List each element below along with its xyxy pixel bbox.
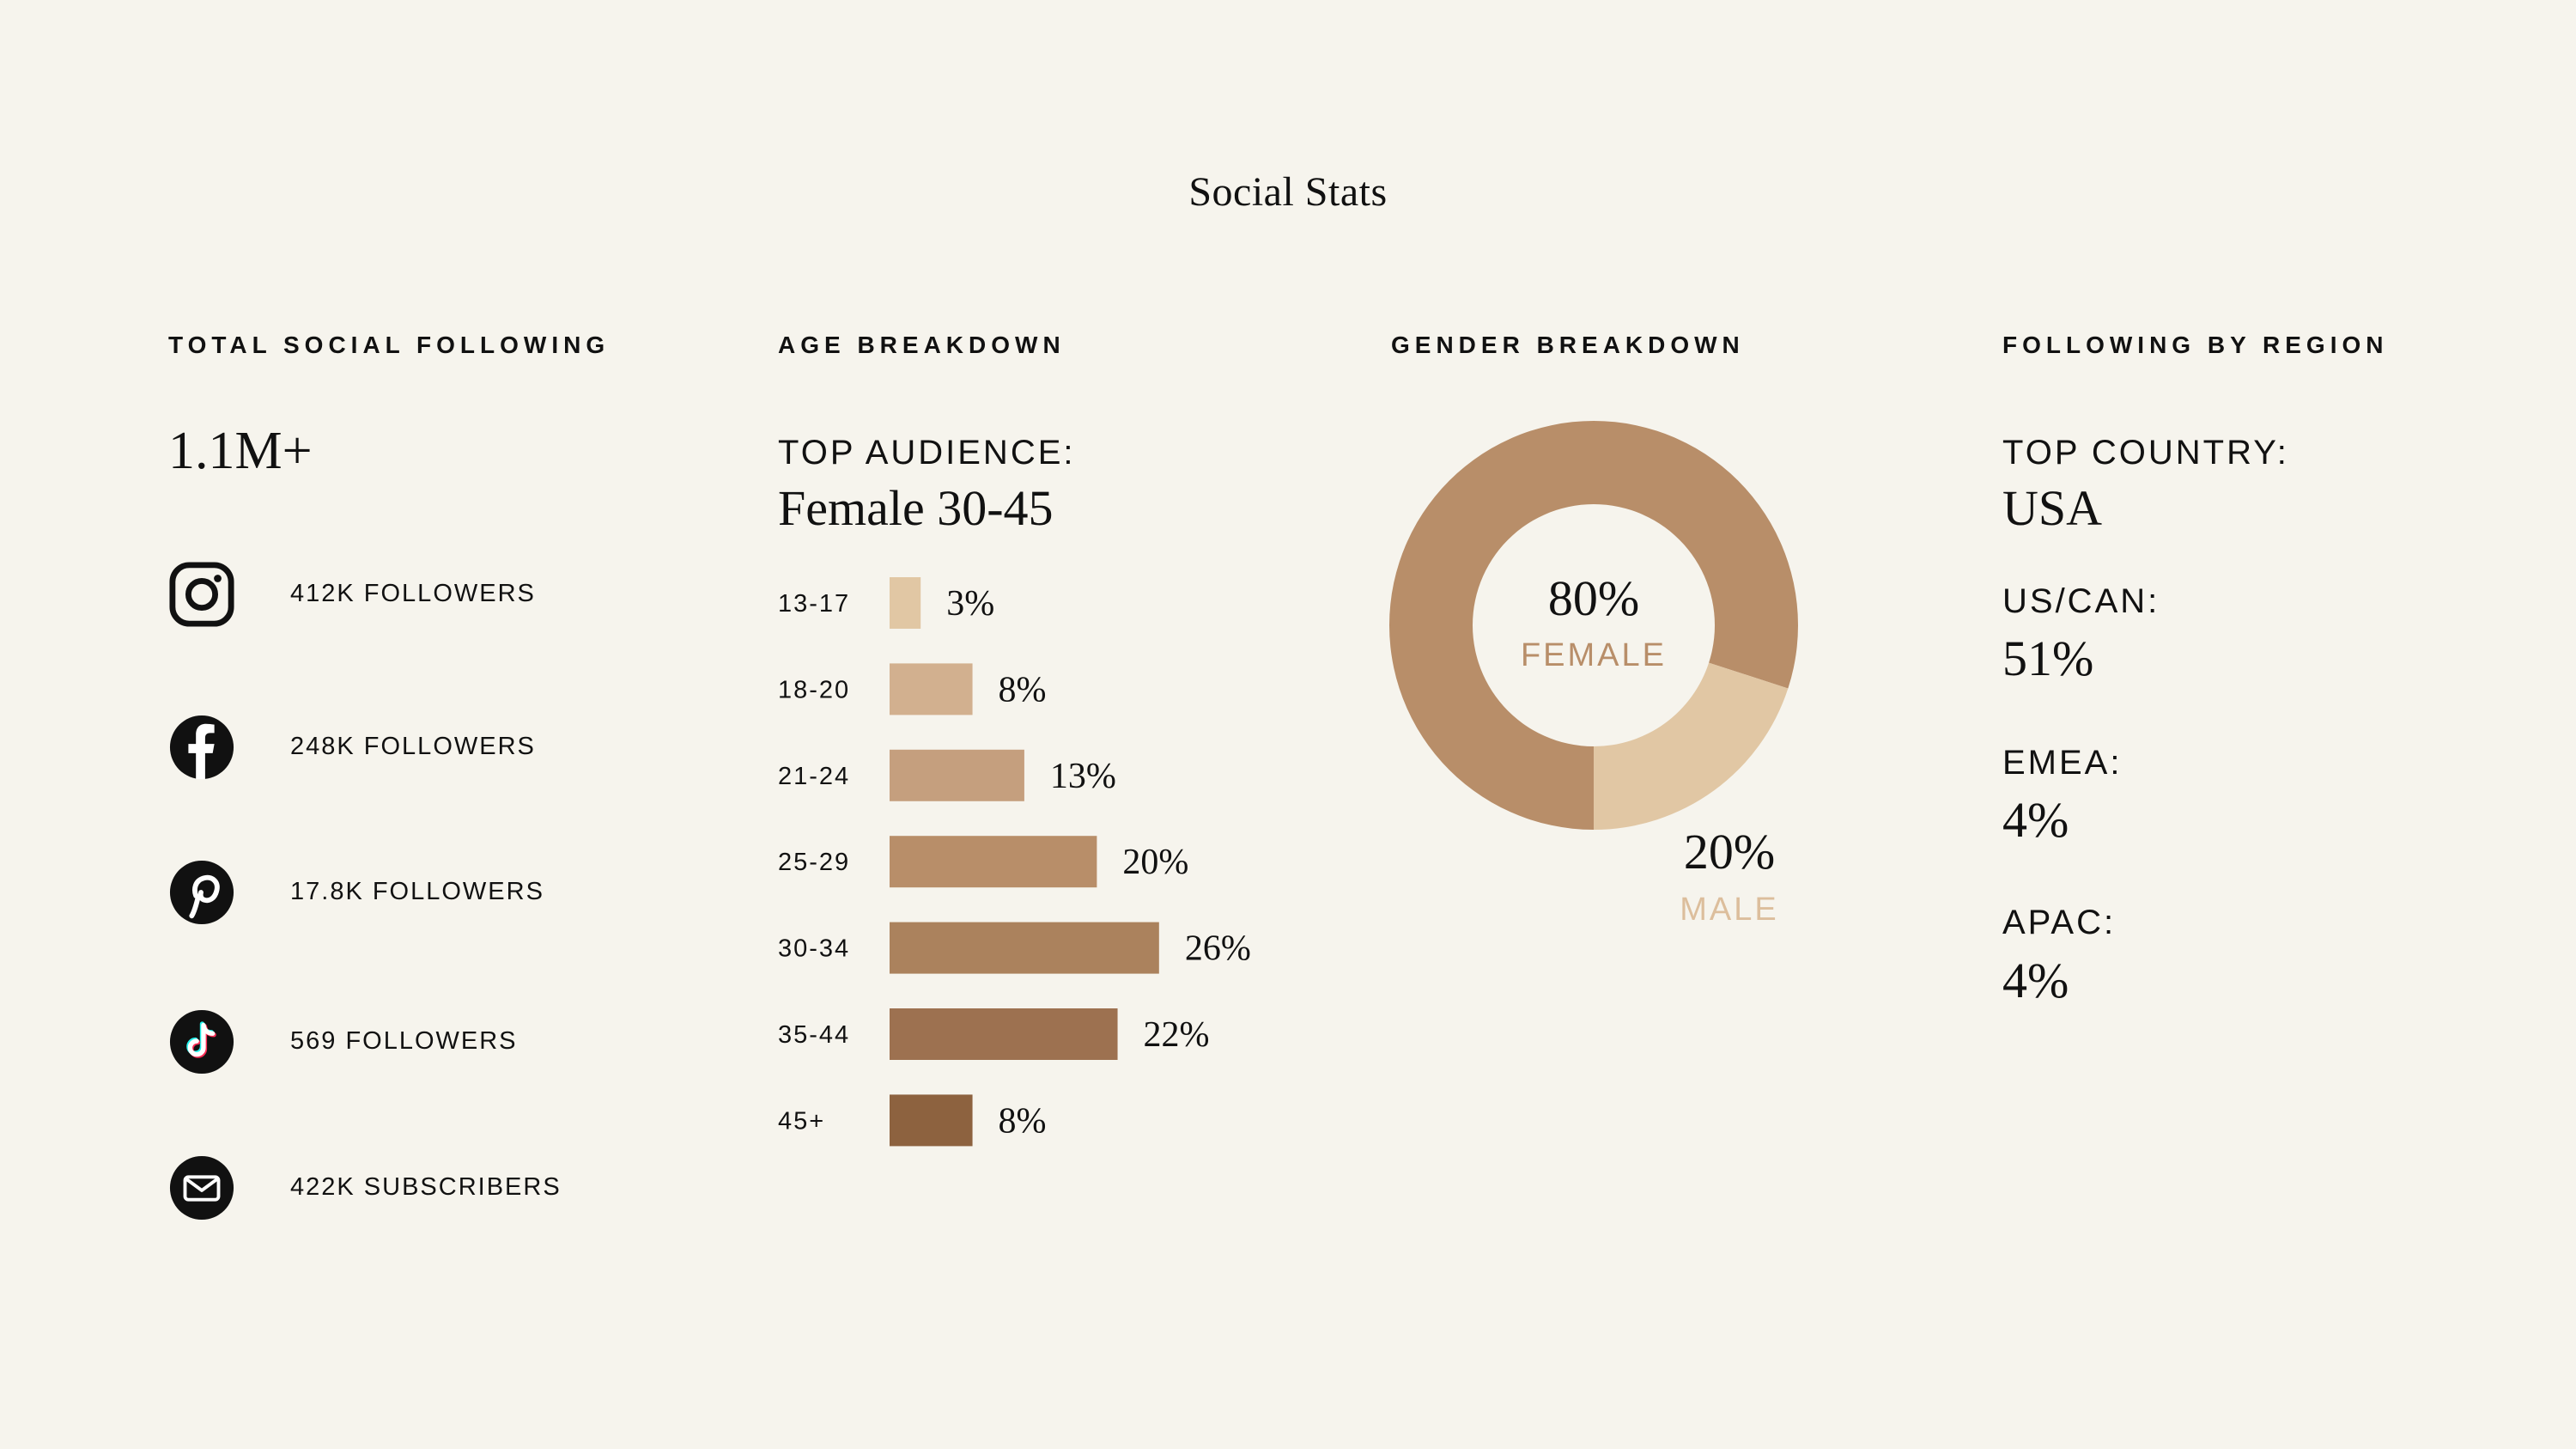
pinterest-icon [169,860,234,925]
total-following-value: 1.1M+ [168,422,313,480]
email-icon [169,1155,234,1221]
gender-breakdown-heading: GENDER BREAKDOWN [1391,332,1745,358]
age-bar [890,922,1159,974]
age-category-label: 21-24 [778,763,850,790]
instagram-followers: 412K FOLLOWERS [290,580,536,607]
emea-label: EMEA: [2002,744,2123,782]
age-category-label: 13-17 [778,590,850,618]
pinterest-followers: 17.8K FOLLOWERS [290,878,544,905]
age-bar-chart: 13-17 3% 18-20 8% 21-24 13% 25-29 20% 30-34 26% 35… [778,577,1251,1147]
age-bar [890,577,921,629]
donut-slice-male [1594,662,1789,830]
age-value-label: 13% [1050,757,1116,796]
top-audience-value: Female 30-45 [778,480,1054,536]
donut-slice-female [1389,421,1798,830]
male-percentage: 20% [1683,824,1776,880]
apac-value: 4% [2002,953,2069,1008]
region-heading: FOLLOWING BY REGION [2002,332,2389,358]
social-row-email: 422K SUBSCRIBERS [168,1154,598,1223]
age-value-label: 8% [999,1101,1047,1141]
male-label: MALE [1680,892,1779,928]
top-country-value: USA [2002,480,2103,536]
total-following-heading: TOTAL SOCIAL FOLLOWING [168,332,611,358]
us-can-value: 51% [2002,630,2094,686]
page-title: Social Stats [1188,169,1388,215]
age-value-label: 3% [946,584,994,624]
female-label: FEMALE [1520,637,1668,673]
female-percentage: 80% [1547,570,1640,626]
email-subscribers: 422K SUBSCRIBERS [290,1173,562,1201]
age-value-label: 20% [1122,843,1188,882]
facebook-icon [169,715,234,780]
age-category-label: 30-34 [778,935,850,963]
age-bar [890,1008,1118,1060]
age-breakdown-heading: AGE BREAKDOWN [778,332,1066,358]
social-row-facebook: 248K FOLLOWERS [168,714,598,782]
age-category-label: 18-20 [778,676,850,703]
age-value-label: 8% [999,670,1047,709]
age-value-label: 22% [1144,1015,1210,1055]
age-bar [890,663,973,715]
age-value-label: 26% [1185,929,1251,969]
social-row-pinterest: 17.8K FOLLOWERS [168,859,598,928]
tiktok-followers: 569 FOLLOWERS [290,1027,518,1055]
facebook-followers: 248K FOLLOWERS [290,733,536,760]
age-category-label: 25-29 [778,849,850,876]
apac-label: APAC: [2002,904,2117,941]
instagram-icon [169,562,234,627]
social-row-instagram: 412K FOLLOWERS [168,561,598,630]
tiktok-icon [169,1009,234,1075]
emea-value: 4% [2002,792,2069,848]
top-audience-label: TOP AUDIENCE: [778,434,1076,472]
age-category-label: 45+ [778,1107,825,1135]
age-category-label: 35-44 [778,1021,850,1049]
age-bar [890,1094,973,1147]
age-bar [890,836,1097,888]
gender-donut-chart [1389,421,1798,830]
top-country-label: TOP COUNTRY: [2002,434,2289,472]
age-bar [890,749,1024,801]
us-can-label: US/CAN: [2002,582,2160,620]
social-row-tiktok: 569 FOLLOWERS [168,1008,598,1077]
